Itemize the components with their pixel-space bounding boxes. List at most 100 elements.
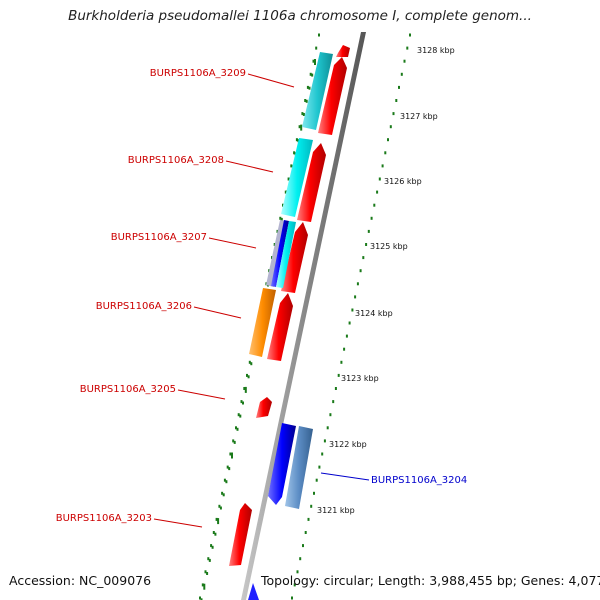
gene-label-3205: BURPS1106A_3205 bbox=[80, 384, 176, 395]
track-dot bbox=[326, 426, 329, 430]
track-dot bbox=[236, 427, 239, 431]
gene-box-3206 bbox=[249, 288, 276, 357]
track-dot bbox=[307, 517, 310, 521]
track-dot bbox=[279, 216, 282, 220]
track-dot bbox=[302, 113, 305, 116]
track-dot bbox=[310, 504, 313, 508]
tick-label: 3122 kbp bbox=[329, 440, 367, 449]
gene-box-3208 bbox=[281, 138, 313, 217]
track-dot bbox=[296, 570, 299, 574]
track-dot bbox=[248, 360, 251, 364]
track-dot bbox=[343, 347, 346, 351]
track-dot bbox=[306, 85, 309, 89]
track-dot bbox=[287, 177, 290, 181]
gene-box-3207-cyan bbox=[276, 221, 296, 288]
track-dot bbox=[273, 243, 276, 246]
track-dot bbox=[389, 125, 392, 129]
track-dot bbox=[282, 203, 284, 207]
track-dot bbox=[293, 583, 296, 587]
track-dot bbox=[219, 506, 222, 510]
track-dot bbox=[348, 321, 351, 325]
tick-label: 3128 kbp bbox=[417, 46, 455, 55]
track-dot bbox=[304, 99, 307, 102]
track-dot bbox=[313, 491, 315, 495]
track-dot bbox=[223, 478, 226, 482]
track-dot bbox=[221, 491, 224, 495]
track-dot bbox=[206, 572, 209, 575]
track-dot bbox=[215, 517, 218, 521]
gene-arrow-3208-forward bbox=[297, 143, 326, 222]
track-dot bbox=[362, 256, 365, 260]
track-dot bbox=[207, 557, 210, 561]
track-dot bbox=[217, 518, 220, 525]
track-dot bbox=[244, 386, 247, 393]
track-dot bbox=[340, 360, 343, 364]
gene-box-3207-blue bbox=[271, 220, 289, 287]
gene-arrow-3209-forward bbox=[318, 57, 347, 135]
track-dot bbox=[370, 216, 373, 220]
gene-label-3203: BURPS1106A_3203 bbox=[56, 513, 152, 524]
track-dot bbox=[208, 558, 211, 562]
track-dot bbox=[359, 269, 362, 273]
track-dot bbox=[381, 164, 384, 168]
track-dot bbox=[356, 282, 359, 286]
track-dot bbox=[311, 73, 314, 77]
track-dot bbox=[243, 387, 246, 390]
track-dot bbox=[239, 414, 242, 418]
track-dot bbox=[232, 439, 235, 443]
track-dot bbox=[321, 452, 324, 456]
track-dot bbox=[337, 373, 340, 377]
track-dot bbox=[332, 400, 335, 404]
track-dot bbox=[351, 308, 354, 312]
track-dot bbox=[293, 151, 296, 155]
gene-arrow-3205-forward bbox=[256, 397, 272, 418]
track-dot bbox=[305, 99, 308, 103]
gene-label-3207: BURPS1106A_3207 bbox=[111, 232, 207, 243]
gene-arrow-top-partial bbox=[336, 45, 350, 57]
track-dot bbox=[392, 112, 395, 116]
track-dot bbox=[233, 440, 236, 444]
topology-label: Topology: circular; Length: 3,988,455 bp… bbox=[261, 573, 600, 588]
track-dot bbox=[240, 400, 243, 404]
gene-label-3208: BURPS1106A_3208 bbox=[128, 155, 224, 166]
track-dot bbox=[373, 203, 376, 207]
label-leader-lines bbox=[153, 73, 370, 528]
track-dot bbox=[231, 452, 233, 459]
track-dot bbox=[246, 373, 248, 377]
track-dot bbox=[290, 164, 293, 168]
track-dot bbox=[376, 190, 379, 194]
track-dot bbox=[398, 85, 400, 89]
tick-label: 3126 kbp bbox=[384, 177, 422, 186]
tick-label: 3125 kbp bbox=[370, 242, 408, 251]
track-dot bbox=[242, 401, 244, 405]
tick-label: 3121 kbp bbox=[317, 506, 355, 515]
tick-label: 3127 kbp bbox=[400, 112, 438, 121]
track-dot bbox=[406, 46, 409, 50]
track-dot bbox=[304, 531, 307, 534]
track-dot bbox=[229, 452, 232, 456]
track-dot bbox=[312, 59, 315, 63]
gene-arrow-3206-forward bbox=[267, 293, 293, 361]
track-dot bbox=[365, 243, 368, 246]
track-dot bbox=[302, 544, 304, 548]
track-dot bbox=[314, 59, 316, 65]
track-dot bbox=[403, 59, 406, 63]
gene-arrow-blue-reverse bbox=[268, 423, 296, 505]
track-dot bbox=[318, 465, 321, 469]
track-dot bbox=[291, 596, 293, 600]
accession-label: Accession: NC_009076 bbox=[9, 573, 152, 588]
track-dot bbox=[212, 531, 215, 534]
track-dot bbox=[315, 46, 318, 50]
track-dot bbox=[284, 190, 287, 194]
gene-box-3209 bbox=[302, 52, 333, 130]
gene-label-3206: BURPS1106A_3206 bbox=[96, 301, 192, 312]
track-dot bbox=[301, 112, 304, 116]
track-dot bbox=[222, 493, 225, 497]
track-dot bbox=[378, 177, 381, 181]
gene-arrow-3207-forward bbox=[281, 222, 308, 293]
track-dot bbox=[323, 439, 326, 443]
track-dot bbox=[237, 413, 240, 417]
track-dot bbox=[308, 86, 311, 90]
track-dot bbox=[247, 375, 250, 379]
genome-title: Burkholderia pseudomallei 1106a chromoso… bbox=[68, 8, 532, 24]
